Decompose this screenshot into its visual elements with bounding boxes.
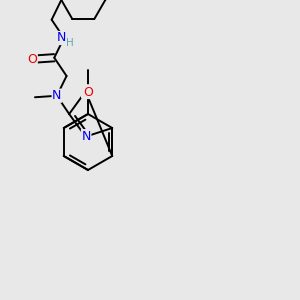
Text: N: N [52,89,62,102]
Text: S: S [82,85,90,98]
Text: N: N [57,32,67,44]
Text: N: N [81,130,91,143]
Text: O: O [27,53,37,66]
Text: O: O [83,85,93,98]
Text: H: H [66,38,74,48]
